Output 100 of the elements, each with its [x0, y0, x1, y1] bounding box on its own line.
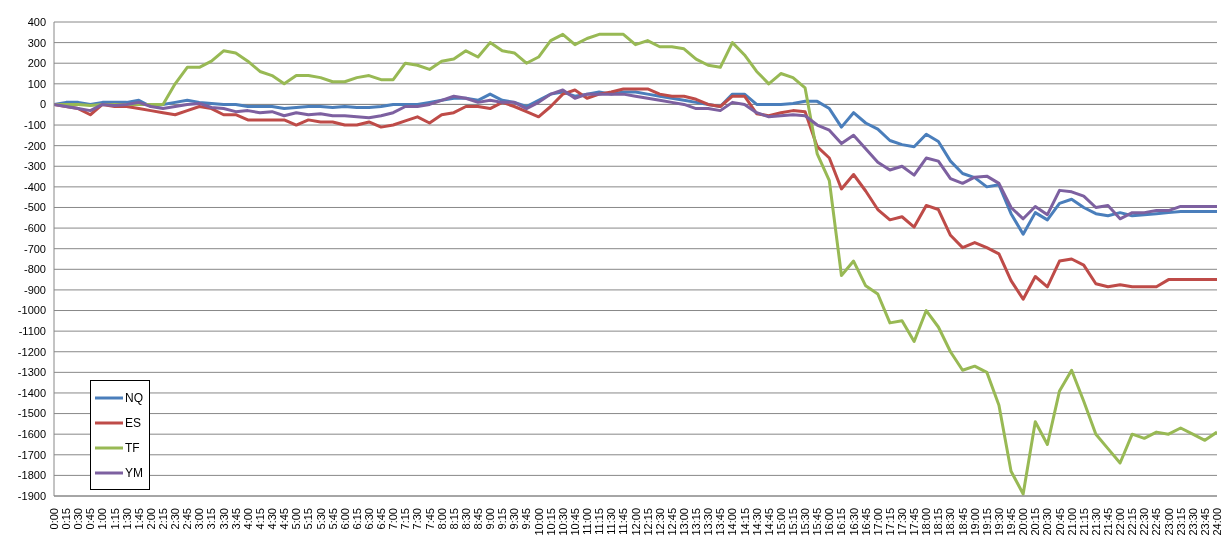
x-tick-label: 14:45 [762, 508, 775, 536]
x-tick-label: 11:45 [617, 508, 630, 535]
x-tick-label: 17:00 [871, 508, 884, 536]
x-tick-label: 11:15 [593, 508, 606, 535]
x-tick-label: 7:45 [423, 508, 436, 530]
y-tick-label: -300 [23, 160, 46, 173]
x-tick-label: 21:15 [1077, 508, 1090, 536]
x-tick-label: 23:45 [1198, 508, 1211, 536]
y-tick-label: -1500 [17, 407, 46, 420]
x-tick-label: 10:30 [556, 508, 569, 536]
y-tick-label: -1400 [17, 386, 46, 399]
x-tick-label: 21:30 [1089, 508, 1102, 536]
x-tick-label: 23:00 [1162, 508, 1175, 536]
x-tick-label: 20:00 [1017, 508, 1030, 536]
x-tick-label: 19:15 [980, 508, 993, 536]
legend-label: TF [125, 440, 140, 455]
x-tick-label: 15:45 [811, 508, 824, 536]
x-tick-label: 9:00 [484, 508, 497, 530]
x-tick-label: 1:15 [108, 508, 121, 530]
x-tick-label: 19:30 [992, 508, 1005, 536]
x-tick-label: 13:00 [677, 508, 690, 536]
y-tick-label: 100 [27, 77, 46, 90]
x-tick-label: 16:30 [847, 508, 860, 536]
x-tick-label: 8:45 [472, 508, 485, 530]
x-tick-label: 19:00 [968, 508, 981, 536]
x-tick-label: 0:00 [48, 508, 60, 530]
x-tick-label: 23:30 [1186, 508, 1199, 536]
x-tick-label: 1:45 [132, 508, 145, 530]
x-tick-label: 22:45 [1150, 508, 1163, 536]
x-tick-label: 8:15 [447, 508, 460, 530]
x-tick-label: 18:00 [920, 508, 933, 536]
x-tick-label: 5:30 [314, 508, 327, 530]
x-tick-label: 4:45 [278, 508, 291, 530]
y-tick-label: -400 [23, 180, 46, 193]
x-tick-label: 5:15 [302, 508, 315, 530]
y-tick-label: 0 [39, 98, 46, 111]
x-tick-label: 16:45 [859, 508, 872, 536]
legend-label: YM [125, 465, 143, 480]
y-tick-label: -1000 [17, 304, 46, 317]
x-tick-label: 0:30 [72, 508, 85, 530]
x-tick-label: 9:30 [508, 508, 521, 530]
x-tick-label: 11:30 [605, 508, 618, 535]
x-tick-label: 3:30 [217, 508, 230, 530]
x-tick-label: 14:30 [750, 508, 763, 536]
x-tick-label: 15:15 [786, 508, 799, 536]
x-tick-label: 7:30 [411, 508, 424, 530]
x-tick-label: 2:30 [169, 508, 182, 530]
x-tick-label: 9:15 [496, 508, 509, 530]
y-tick-label: 400 [27, 15, 46, 28]
x-tick-label: 16:00 [823, 508, 836, 536]
y-tick-label: -1100 [18, 325, 46, 338]
x-tick-label: 17:30 [896, 508, 909, 536]
x-tick-label: 6:15 [350, 508, 363, 530]
x-tick-label: 2:45 [181, 508, 194, 530]
x-tick-label: 2:00 [144, 508, 157, 530]
legend-label: ES [125, 415, 142, 430]
x-tick-label: 3:15 [205, 508, 218, 530]
x-tick-label: 11:00 [581, 508, 594, 535]
x-tick-label: 18:30 [944, 508, 957, 536]
x-tick-label: 15:30 [799, 508, 812, 536]
legend-label: NQ [125, 390, 143, 405]
y-tick-label: -1700 [17, 448, 46, 461]
x-tick-label: 12:00 [629, 508, 642, 536]
x-tick-label: 20:30 [1041, 508, 1054, 536]
x-tick-label: 4:00 [241, 508, 254, 530]
x-tick-label: 1:30 [120, 508, 133, 530]
x-tick-label: 4:30 [266, 508, 279, 530]
x-tick-label: 3:45 [229, 508, 242, 530]
x-tick-label: 6:30 [362, 508, 375, 530]
x-tick-label: 19:45 [1005, 508, 1018, 536]
x-tick-label: 8:00 [435, 508, 448, 530]
x-tick-label: 21:00 [1065, 508, 1078, 536]
y-tick-label: -700 [23, 242, 46, 255]
x-tick-label: 18:45 [956, 508, 969, 536]
x-tick-label: 20:45 [1053, 508, 1066, 536]
y-tick-label: -600 [23, 221, 46, 234]
x-tick-label: 17:15 [883, 508, 896, 536]
x-tick-label: 7:00 [387, 508, 400, 530]
x-tick-label: 21:45 [1101, 508, 1114, 536]
x-tick-label: 0:15 [60, 508, 73, 530]
x-tick-label: 13:15 [690, 508, 703, 536]
x-tick-label: 17:45 [908, 508, 921, 536]
x-tick-label: 15:00 [774, 508, 787, 536]
y-tick-label: -1300 [17, 366, 46, 379]
x-tick-label: 3:00 [193, 508, 206, 530]
x-tick-label: 10:00 [532, 508, 545, 536]
x-tick-label: 22:00 [1114, 508, 1127, 536]
y-tick-label: -100 [23, 118, 46, 131]
x-tick-label: 12:15 [641, 508, 654, 536]
x-tick-label: 8:30 [459, 508, 472, 530]
x-tick-label: 22:30 [1138, 508, 1151, 536]
y-tick-label: -1800 [17, 469, 46, 482]
y-tick-label: -800 [23, 263, 46, 276]
x-tick-label: 2:15 [157, 508, 170, 530]
y-tick-label: -1200 [17, 345, 46, 358]
x-tick-label: 20:15 [1029, 508, 1042, 536]
x-tick-label: 22:15 [1126, 508, 1139, 536]
y-tick-label: -500 [23, 201, 46, 214]
y-tick-label: -900 [23, 283, 46, 296]
y-tick-label: 200 [27, 57, 46, 70]
